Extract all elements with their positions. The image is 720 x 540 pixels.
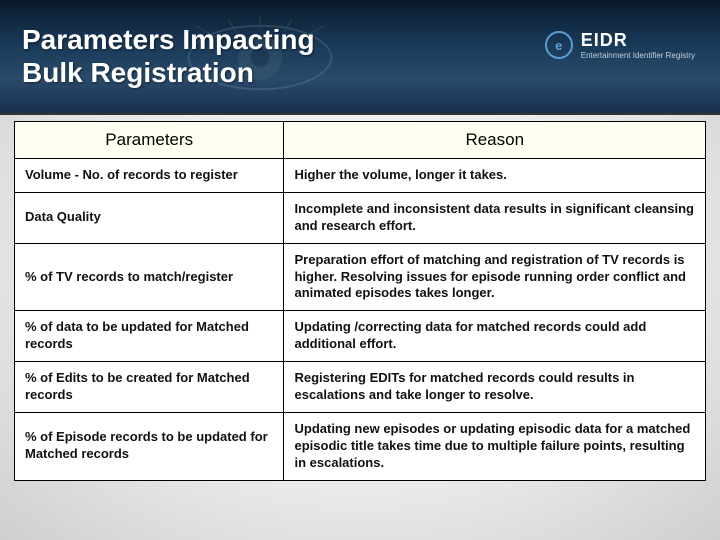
- logo-text-block: EIDR Entertainment Identifier Registry: [581, 30, 695, 60]
- logo-main-text: EIDR: [581, 30, 695, 51]
- cell-param: % of TV records to match/register: [15, 243, 284, 311]
- cell-reason: Incomplete and inconsistent data results…: [284, 192, 706, 243]
- cell-param: Data Quality: [15, 192, 284, 243]
- page-title: Parameters Impacting Bulk Registration: [0, 24, 315, 88]
- cell-reason: Updating /correcting data for matched re…: [284, 311, 706, 362]
- column-header-reason: Reason: [284, 122, 706, 159]
- cell-reason: Registering EDITs for matched records co…: [284, 362, 706, 413]
- slide-header: Parameters Impacting Bulk Registration e…: [0, 0, 720, 115]
- table-row: Volume - No. of records to register High…: [15, 159, 706, 193]
- table-row: % of Episode records to be updated for M…: [15, 412, 706, 480]
- cell-reason: Higher the volume, longer it takes.: [284, 159, 706, 193]
- cell-param: % of data to be updated for Matched reco…: [15, 311, 284, 362]
- table-row: % of TV records to match/register Prepar…: [15, 243, 706, 311]
- logo-emblem-icon: e: [545, 31, 573, 59]
- title-line-2: Bulk Registration: [22, 57, 254, 88]
- table-row: % of data to be updated for Matched reco…: [15, 311, 706, 362]
- cell-param: Volume - No. of records to register: [15, 159, 284, 193]
- parameters-table: Parameters Reason Volume - No. of record…: [14, 121, 706, 481]
- title-line-1: Parameters Impacting: [22, 24, 315, 55]
- table-row: % of Edits to be created for Matched rec…: [15, 362, 706, 413]
- table-container: Parameters Reason Volume - No. of record…: [0, 115, 720, 491]
- cell-reason: Updating new episodes or updating episod…: [284, 412, 706, 480]
- logo-sub-text: Entertainment Identifier Registry: [581, 51, 695, 60]
- table-row: Data Quality Incomplete and inconsistent…: [15, 192, 706, 243]
- cell-param: % of Edits to be created for Matched rec…: [15, 362, 284, 413]
- cell-param: % of Episode records to be updated for M…: [15, 412, 284, 480]
- cell-reason: Preparation effort of matching and regis…: [284, 243, 706, 311]
- column-header-parameters: Parameters: [15, 122, 284, 159]
- table-header-row: Parameters Reason: [15, 122, 706, 159]
- eidr-logo: e EIDR Entertainment Identifier Registry: [545, 30, 695, 60]
